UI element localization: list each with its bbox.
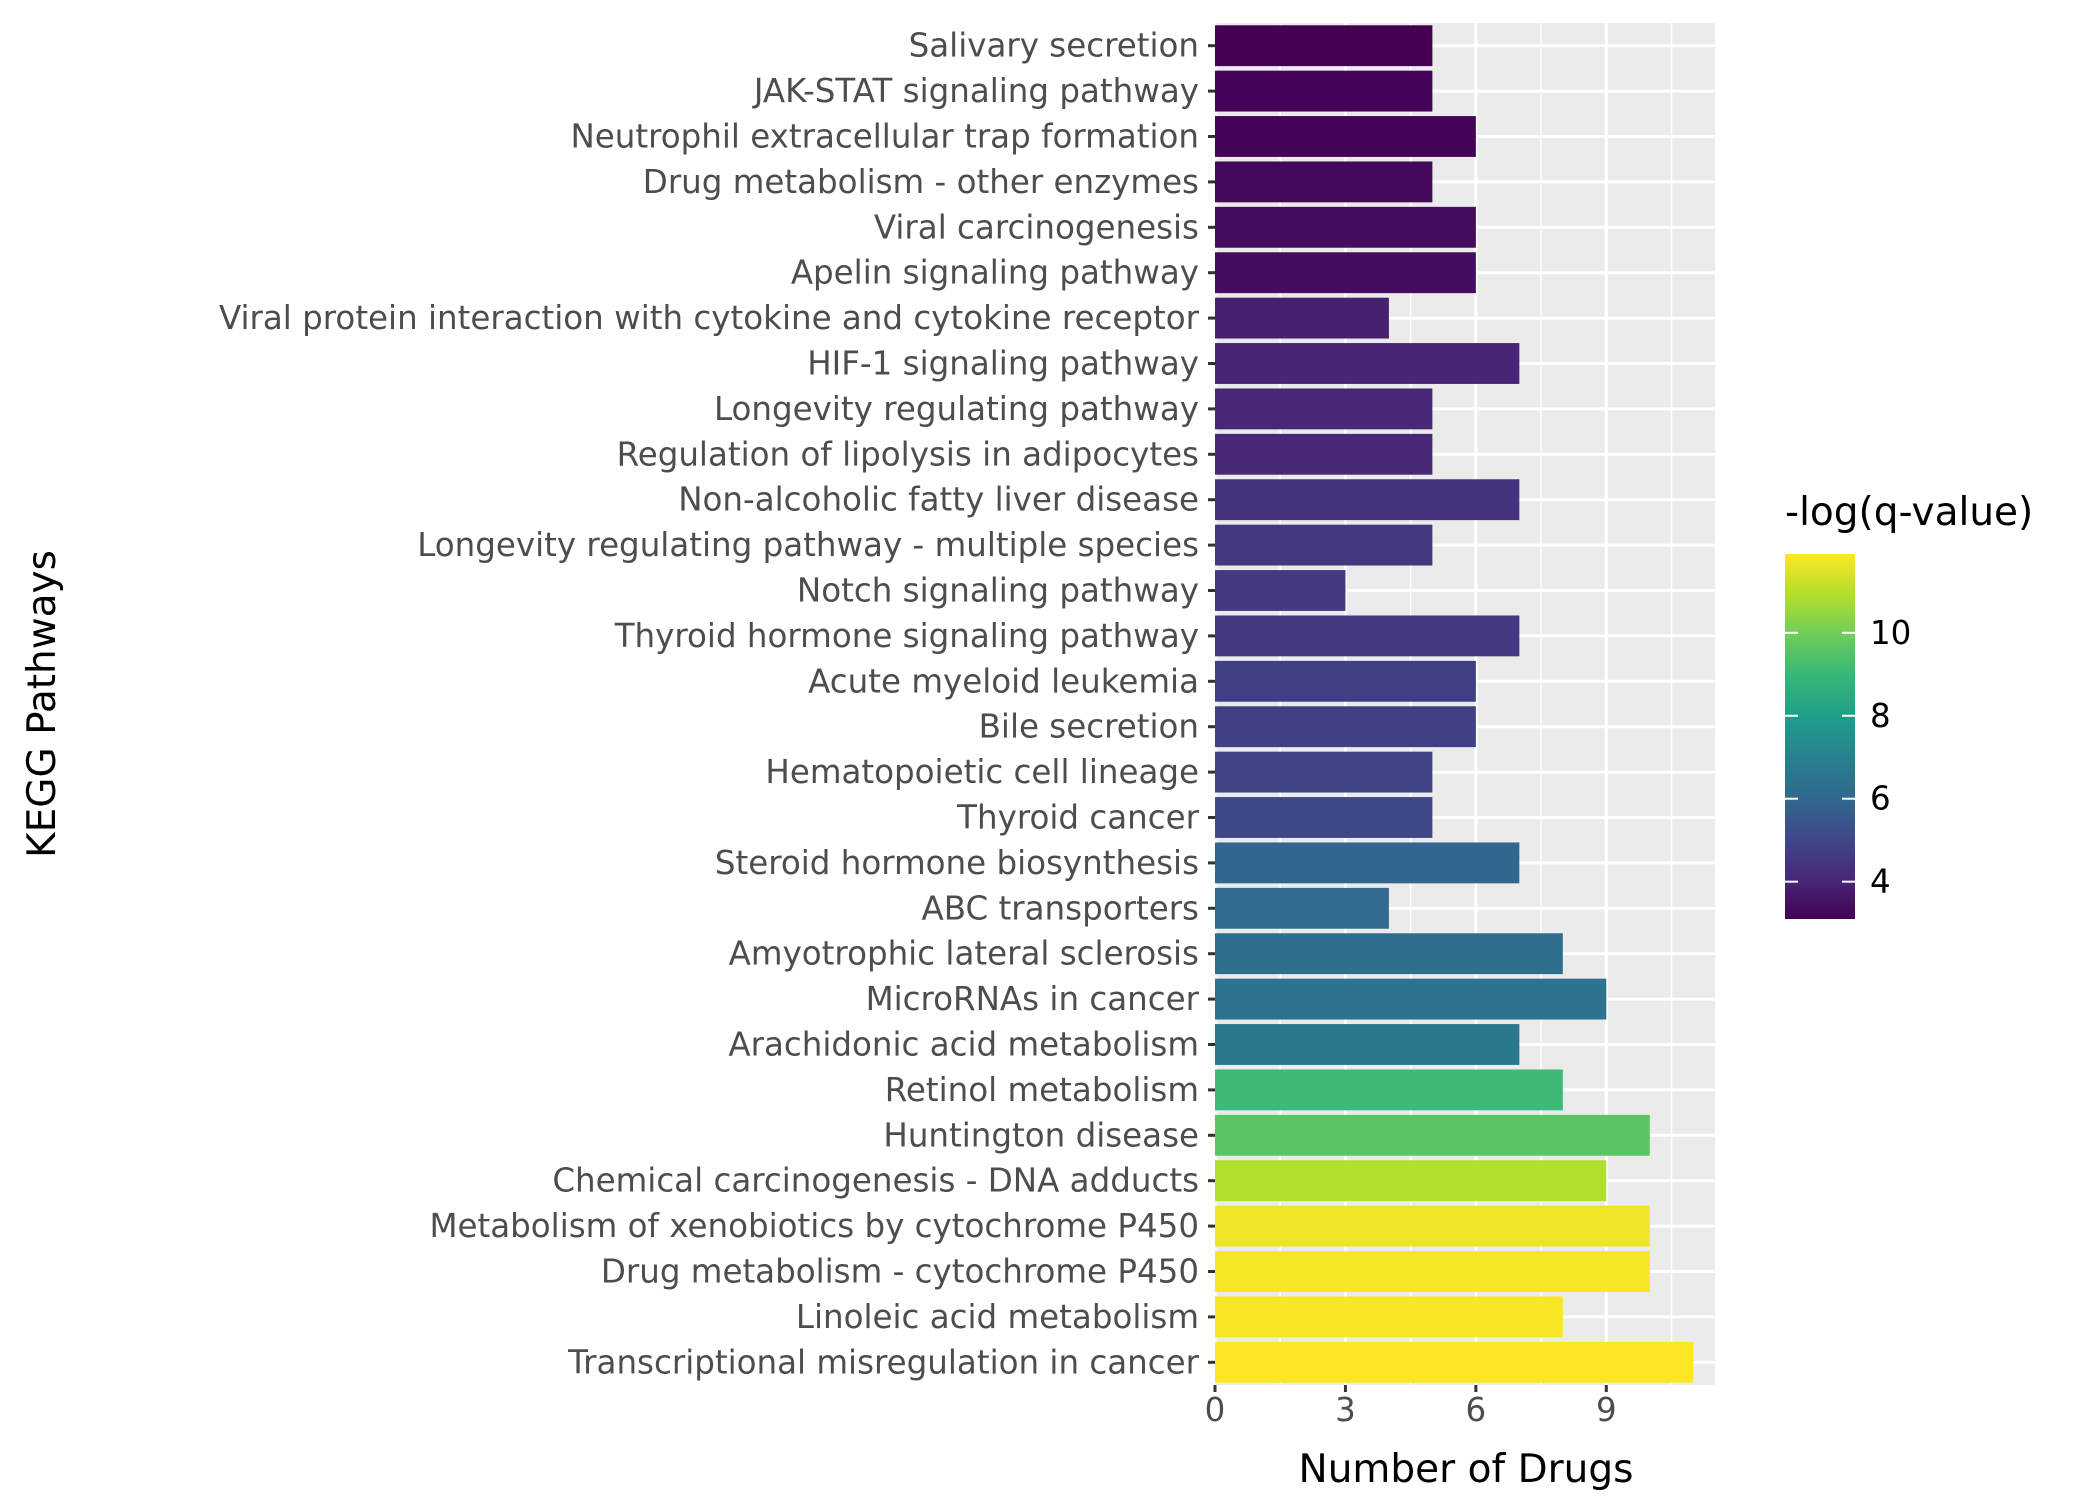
bar	[1215, 933, 1563, 975]
y-tick-label: Chemical carcinogenesis - DNA adducts	[552, 1162, 1199, 1200]
bar	[1215, 388, 1433, 430]
bar	[1215, 887, 1389, 929]
y-tick-label: Metabolism of xenobiotics by cytochrome …	[429, 1207, 1199, 1245]
bar	[1215, 978, 1607, 1020]
legend-tick-label: 6	[1870, 780, 1891, 818]
x-axis-title: Number of Drugs	[1299, 1447, 1634, 1492]
y-tick-label: Longevity regulating pathway	[714, 390, 1199, 428]
bar	[1215, 25, 1433, 67]
y-tick-label: Drug metabolism - cytochrome P450	[601, 1253, 1199, 1291]
bar	[1215, 797, 1433, 838]
y-tick-label: Viral carcinogenesis	[874, 208, 1199, 246]
y-tick-label: MicroRNAs in cancer	[866, 980, 1200, 1018]
y-tick-label: Notch signaling pathway	[797, 572, 1199, 610]
y-tick-label: JAK-STAT signaling pathway	[752, 72, 1199, 110]
x-tick-label: 6	[1466, 1391, 1487, 1429]
colorbar-legend: -log(q-value) 4 6 8 10	[1785, 490, 2033, 919]
bar	[1215, 479, 1520, 521]
y-tick-label: Regulation of lipolysis in adipocytes	[617, 435, 1199, 473]
bar	[1215, 206, 1476, 248]
y-tick-label: Thyroid cancer	[956, 799, 1199, 837]
bar	[1215, 706, 1476, 748]
x-tick-label: 9	[1596, 1391, 1617, 1429]
bar	[1215, 1296, 1563, 1338]
bars	[1215, 25, 1694, 1383]
bar	[1215, 1114, 1650, 1156]
y-axis-title: KEGG Pathways	[20, 550, 65, 858]
y-tick-label: Huntington disease	[883, 1116, 1199, 1154]
bar	[1215, 1341, 1694, 1383]
y-tick-label: Viral protein interaction with cytokine …	[219, 299, 1200, 337]
colorbar	[1785, 554, 1855, 919]
y-tick-label: ABC transporters	[922, 889, 1199, 927]
y-tick-label: Drug metabolism - other enzymes	[643, 163, 1199, 201]
y-tick-label: Apelin signaling pathway	[791, 254, 1199, 292]
bar	[1215, 433, 1433, 475]
bar	[1215, 70, 1433, 112]
y-tick-label: Steroid hormone biosynthesis	[715, 844, 1199, 882]
y-tick-label: Salivary secretion	[909, 27, 1199, 65]
bar	[1215, 1160, 1607, 1202]
bar	[1215, 570, 1346, 611]
legend-ticks: 4 6 8 10	[1785, 614, 1911, 901]
y-tick-label: Arachidonic acid metabolism	[728, 1026, 1199, 1064]
x-tick-label: 0	[1205, 1391, 1226, 1429]
legend-tick-label: 8	[1870, 697, 1891, 735]
bar	[1215, 1024, 1520, 1065]
bar	[1215, 1069, 1563, 1111]
y-tick-label: Amyotrophic lateral sclerosis	[729, 935, 1199, 973]
bar	[1215, 842, 1520, 884]
y-tick-label: Non-alcoholic fatty liver disease	[678, 481, 1199, 519]
y-tick-label: Hematopoietic cell lineage	[765, 753, 1199, 791]
bar	[1215, 161, 1433, 203]
bar	[1215, 343, 1520, 384]
y-tick-label: HIF-1 signaling pathway	[807, 345, 1199, 383]
bar	[1215, 524, 1433, 566]
bar	[1215, 1251, 1650, 1292]
y-tick-label: Longevity regulating pathway - multiple …	[417, 526, 1199, 564]
y-tick-label: Bile secretion	[979, 708, 1199, 746]
bar	[1215, 660, 1476, 702]
y-axis: Salivary secretion JAK-STAT signaling pat…	[219, 27, 1215, 1381]
bar	[1215, 1205, 1650, 1247]
legend-title: -log(q-value)	[1785, 490, 2033, 535]
x-tick-label: 3	[1335, 1391, 1356, 1429]
bar	[1215, 297, 1389, 339]
legend-tick-label: 4	[1870, 863, 1891, 901]
y-tick-label: Neutrophil extracellular trap formation	[570, 118, 1199, 156]
bar	[1215, 116, 1476, 157]
y-tick-label: Retinol metabolism	[885, 1071, 1199, 1109]
y-tick-label: Linoleic acid metabolism	[796, 1298, 1199, 1336]
y-tick-label: Thyroid hormone signaling pathway	[614, 617, 1199, 655]
x-axis: 0 3 6 9	[1205, 1385, 1617, 1429]
bar	[1215, 751, 1433, 793]
y-tick-label: Transcriptional misregulation in cancer	[567, 1343, 1200, 1381]
bar	[1215, 615, 1520, 657]
bar	[1215, 252, 1476, 294]
legend-tick-label: 10	[1870, 614, 1911, 652]
panel-background	[1215, 23, 1715, 1385]
y-tick-label: Acute myeloid leukemia	[808, 662, 1199, 700]
